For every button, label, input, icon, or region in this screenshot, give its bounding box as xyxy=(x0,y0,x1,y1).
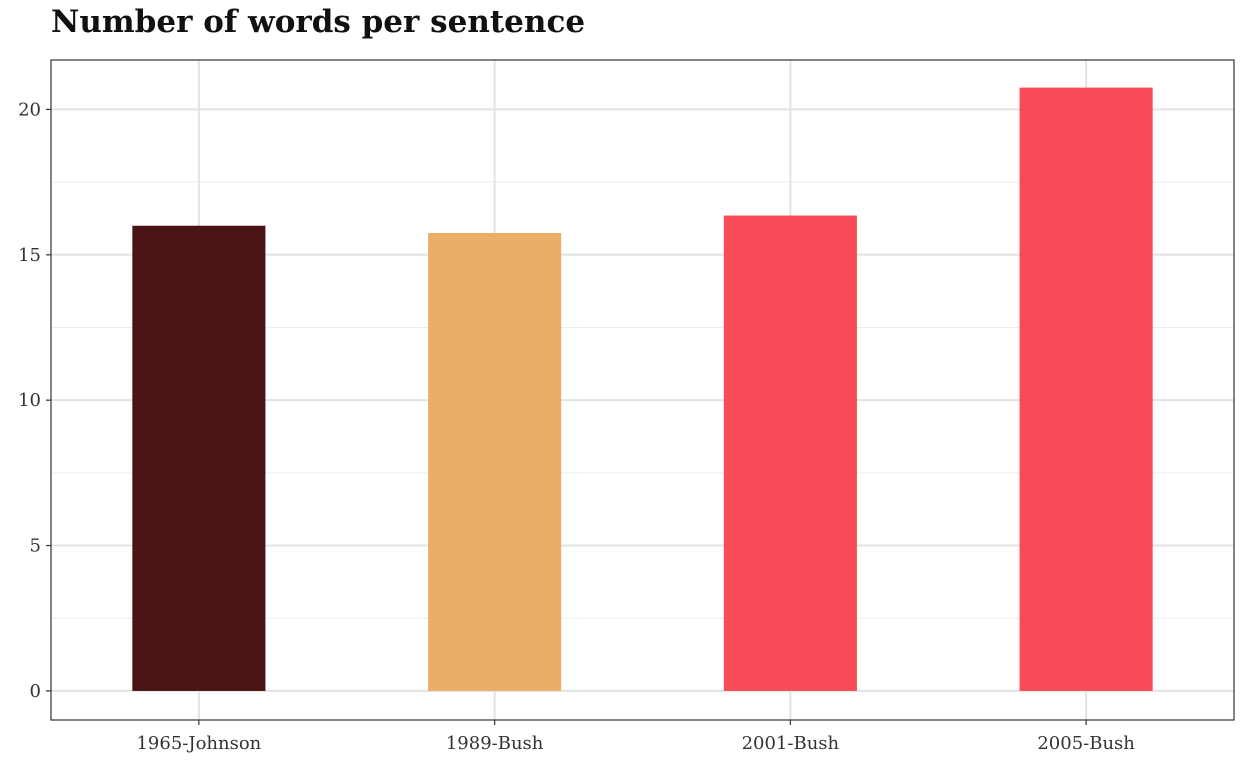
y-tick-label: 5 xyxy=(30,536,41,557)
chart-title: Number of words per sentence xyxy=(51,4,586,40)
y-tick-label: 10 xyxy=(18,390,41,411)
bars xyxy=(132,87,1153,691)
x-tick-label: 1989-Bush xyxy=(446,733,544,754)
bar xyxy=(428,232,562,691)
x-tick-label: 2001-Bush xyxy=(742,733,840,754)
bar xyxy=(723,215,857,691)
y-tick-label: 20 xyxy=(18,99,41,120)
x-tick-label: 1965-Johnson xyxy=(136,733,261,754)
plot-panel-border xyxy=(50,59,1235,721)
y-tick-label: 0 xyxy=(30,681,41,702)
x-tick-label: 2005-Bush xyxy=(1037,733,1135,754)
y-tick-label: 15 xyxy=(18,245,41,266)
x-axis: 1965-Johnson 1989-Bush 2001-Bush 2005-Bush xyxy=(136,720,1135,754)
y-axis: 0 5 10 15 20 xyxy=(18,99,51,702)
bar xyxy=(132,225,266,691)
bar xyxy=(1019,87,1153,691)
